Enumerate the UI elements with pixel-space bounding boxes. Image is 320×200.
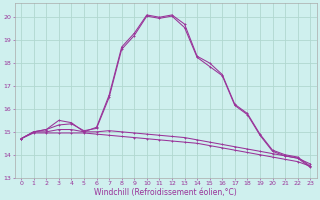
X-axis label: Windchill (Refroidissement éolien,°C): Windchill (Refroidissement éolien,°C) [94, 188, 237, 197]
